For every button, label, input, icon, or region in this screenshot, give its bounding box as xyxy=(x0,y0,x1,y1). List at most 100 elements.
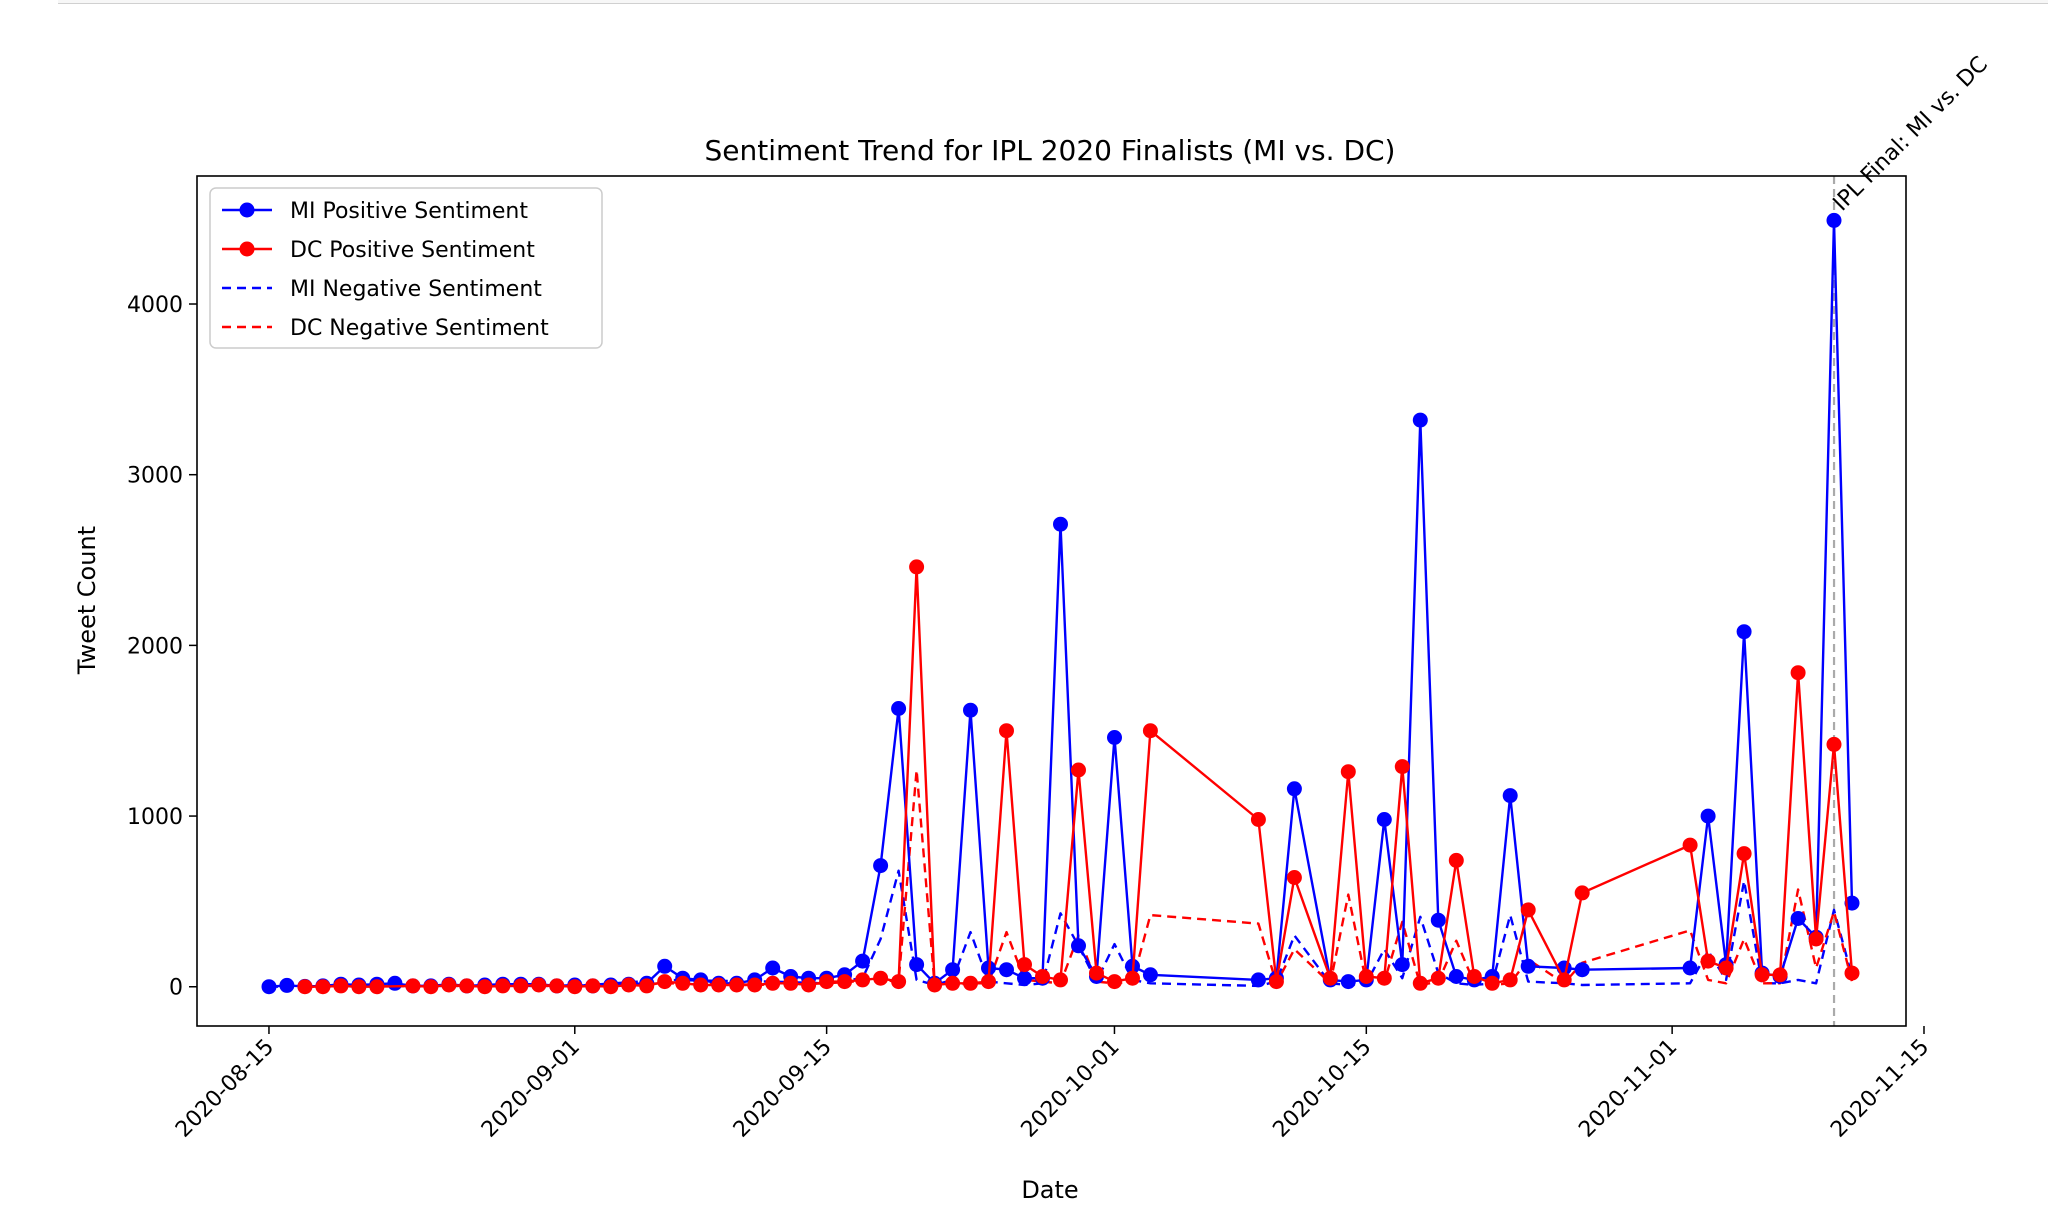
point-dc-positive-sentiment-55 xyxy=(1412,975,1428,991)
point-mi-positive-sentiment-49 xyxy=(1142,967,1158,983)
point-dc-positive-sentiment-31 xyxy=(873,970,889,986)
point-mi-positive-sentiment-59 xyxy=(1430,912,1446,928)
point-dc-positive-sentiment-63 xyxy=(1574,885,1590,901)
point-dc-positive-sentiment-28 xyxy=(819,974,835,990)
point-dc-positive-sentiment-24 xyxy=(747,977,763,993)
point-mi-positive-sentiment-41 xyxy=(999,962,1014,978)
point-dc-positive-sentiment-72 xyxy=(1826,736,1842,752)
point-dc-positive-sentiment-21 xyxy=(693,977,709,993)
point-dc-positive-sentiment-10 xyxy=(495,978,511,994)
top-border xyxy=(0,0,2048,4)
legend-marker-dc-positive-sentiment xyxy=(239,241,255,257)
data-marks xyxy=(261,176,1860,1026)
legend-label-mi-positive-sentiment: MI Positive Sentiment xyxy=(290,199,528,224)
point-mi-positive-sentiment-35 xyxy=(891,701,907,716)
top-border-line xyxy=(58,0,2048,4)
point-mi-positive-sentiment-54 xyxy=(1340,974,1356,990)
point-dc-positive-sentiment-11 xyxy=(513,978,529,994)
point-dc-positive-sentiment-14 xyxy=(567,979,583,995)
point-mi-positive-sentiment-44 xyxy=(1053,516,1068,532)
point-dc-positive-sentiment-52 xyxy=(1358,969,1374,984)
point-dc-positive-sentiment-42 xyxy=(1071,762,1086,778)
point-dc-positive-sentiment-18 xyxy=(639,978,655,994)
point-dc-positive-sentiment-35 xyxy=(945,975,961,991)
point-dc-positive-sentiment-16 xyxy=(603,979,619,995)
point-dc-positive-sentiment-49 xyxy=(1286,870,1302,885)
y-tick-label: 2000 xyxy=(127,634,183,659)
point-dc-positive-sentiment-62 xyxy=(1556,972,1572,988)
point-dc-positive-sentiment-57 xyxy=(1448,852,1464,868)
point-mi-positive-sentiment-0 xyxy=(261,979,277,995)
point-dc-positive-sentiment-61 xyxy=(1520,902,1536,918)
point-dc-positive-sentiment-66 xyxy=(1718,960,1734,976)
point-dc-positive-sentiment-41 xyxy=(1053,972,1068,988)
point-mi-positive-sentiment-36 xyxy=(909,957,925,973)
point-dc-positive-sentiment-33 xyxy=(909,559,925,575)
point-dc-positive-sentiment-44 xyxy=(1107,974,1122,990)
x-axis-ticks: 2020-08-15 2020-09-01 2020-09-15 2020-10-01… xyxy=(171,1026,1934,1143)
point-mi-positive-sentiment-47 xyxy=(1107,730,1122,745)
point-mi-positive-sentiment-76 xyxy=(1844,895,1860,911)
point-dc-positive-sentiment-25 xyxy=(765,975,781,991)
legend-box xyxy=(209,187,603,349)
point-dc-positive-sentiment-17 xyxy=(621,977,637,993)
point-dc-positive-sentiment-69 xyxy=(1772,967,1788,983)
point-dc-positive-sentiment-15 xyxy=(585,978,601,994)
point-dc-positive-sentiment-3 xyxy=(351,979,367,995)
point-dc-positive-sentiment-23 xyxy=(729,977,745,993)
point-mi-positive-sentiment-58 xyxy=(1412,412,1428,428)
point-dc-positive-sentiment-65 xyxy=(1700,953,1716,969)
point-dc-positive-sentiment-19 xyxy=(657,974,673,990)
point-dc-positive-sentiment-34 xyxy=(927,977,943,993)
point-dc-positive-sentiment-48 xyxy=(1268,974,1284,990)
point-mi-positive-sentiment-7 xyxy=(387,975,403,991)
point-mi-positive-sentiment-64 xyxy=(1520,958,1536,974)
x-tick-label: 2020-11-01 xyxy=(1574,1035,1682,1143)
point-mi-positive-sentiment-45 xyxy=(1071,938,1086,954)
point-dc-positive-sentiment-53 xyxy=(1376,970,1392,986)
x-tick-label: 2020-08-15 xyxy=(171,1035,279,1143)
point-dc-positive-sentiment-54 xyxy=(1394,759,1410,775)
point-mi-positive-sentiment-22 xyxy=(657,958,673,974)
point-dc-positive-sentiment-67 xyxy=(1736,846,1752,862)
point-mi-positive-sentiment-56 xyxy=(1376,812,1392,827)
x-tick-label: 2020-11-15 xyxy=(1826,1035,1934,1143)
point-dc-positive-sentiment-8 xyxy=(459,978,475,994)
point-dc-positive-sentiment-68 xyxy=(1754,967,1770,983)
point-mi-positive-sentiment-67 xyxy=(1682,960,1698,976)
point-dc-positive-sentiment-38 xyxy=(999,723,1014,739)
point-mi-positive-sentiment-68 xyxy=(1700,808,1716,824)
y-tick-label: 1000 xyxy=(127,805,183,830)
point-mi-positive-sentiment-1 xyxy=(279,977,295,993)
x-tick-label: 2020-10-15 xyxy=(1268,1035,1376,1143)
point-mi-positive-sentiment-42 xyxy=(1017,970,1032,986)
legend-marker-mi-positive-sentiment xyxy=(239,202,255,218)
chart-title: Sentiment Trend for IPL 2020 Finalists (… xyxy=(705,134,1396,167)
point-dc-positive-sentiment-70 xyxy=(1790,665,1806,681)
point-dc-positive-sentiment-22 xyxy=(711,977,727,993)
y-axis-ticks: 0 1000 2000 3000 4000 xyxy=(127,293,197,1001)
point-mi-positive-sentiment-66 xyxy=(1574,962,1590,978)
point-mi-positive-sentiment-63 xyxy=(1502,788,1518,804)
point-dc-positive-sentiment-50 xyxy=(1322,970,1338,986)
y-axis-label: Tweet Count xyxy=(73,526,101,675)
point-mi-positive-sentiment-70 xyxy=(1736,624,1752,640)
point-mi-positive-sentiment-28 xyxy=(765,960,781,976)
point-dc-positive-sentiment-64 xyxy=(1682,837,1698,853)
legend-label-dc-negative-sentiment: DC Negative Sentiment xyxy=(290,316,549,341)
x-axis-label: Date xyxy=(1021,1176,1078,1204)
x-tick-label: 2020-09-15 xyxy=(729,1035,837,1143)
point-dc-positive-sentiment-71 xyxy=(1808,931,1824,947)
point-dc-positive-sentiment-73 xyxy=(1844,965,1860,981)
y-tick-label: 0 xyxy=(169,976,183,1001)
point-dc-positive-sentiment-46 xyxy=(1142,723,1158,739)
point-mi-positive-sentiment-39 xyxy=(963,702,978,718)
point-dc-positive-sentiment-40 xyxy=(1035,969,1050,984)
x-tick-label: 2020-10-01 xyxy=(1017,1035,1125,1143)
point-dc-positive-sentiment-60 xyxy=(1502,972,1518,988)
point-dc-positive-sentiment-2 xyxy=(333,978,349,994)
point-mi-positive-sentiment-34 xyxy=(873,858,889,874)
point-dc-positive-sentiment-30 xyxy=(855,972,871,988)
series-line-dc-negative-sentiment xyxy=(304,768,1854,988)
